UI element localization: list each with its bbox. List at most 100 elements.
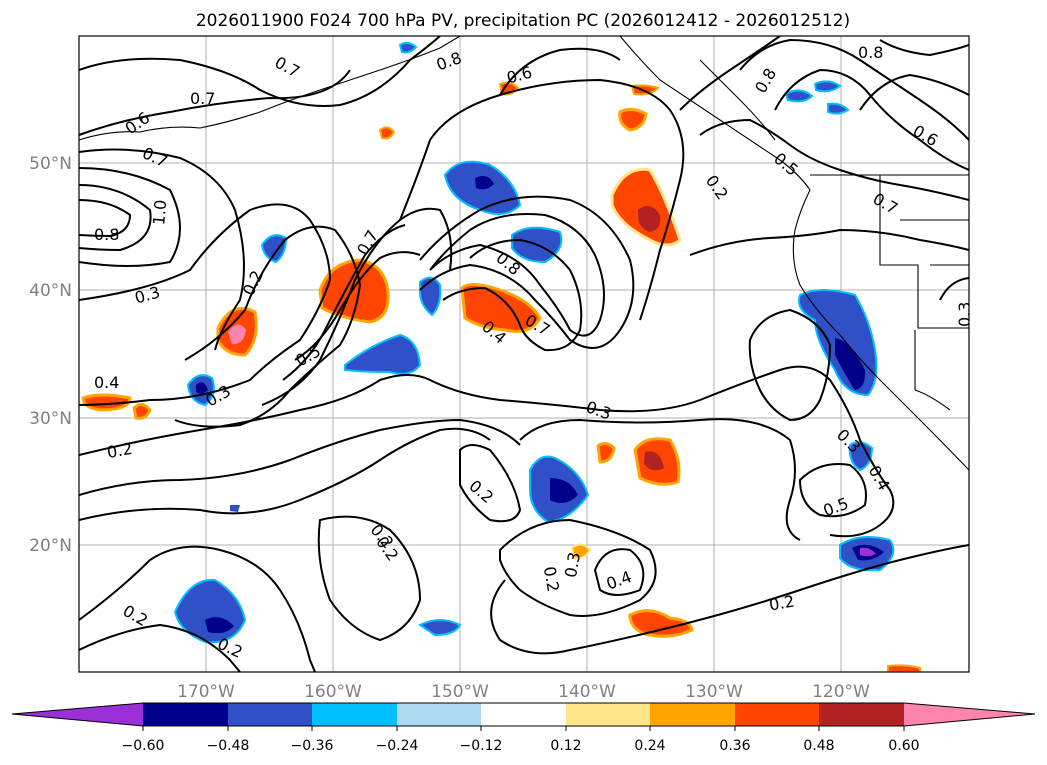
- precip-positive: [628, 609, 694, 638]
- state-borders: [914, 330, 951, 411]
- precip-negative: [344, 333, 422, 375]
- precip-negative: [860, 547, 876, 557]
- pv-contour: [174, 225, 362, 428]
- pv-contour: [798, 463, 867, 518]
- pv-contour: [79, 69, 351, 136]
- precip-negative: [260, 234, 288, 264]
- state-borders: [879, 175, 969, 329]
- lon-tick-label: 150°W: [431, 682, 489, 702]
- lat-tick-label: 40°N: [29, 281, 72, 301]
- contour-label: 0.8: [94, 225, 119, 244]
- pv-contour: [689, 228, 969, 256]
- pv-contour: [490, 544, 969, 655]
- precip-negative: [230, 505, 240, 512]
- lat-tick-labels: 50°N 40°N 30°N 20°N: [29, 154, 72, 556]
- precip-positive: [618, 107, 648, 132]
- colorbar-tick-label: −0.12: [460, 738, 503, 754]
- lon-tick-label: 130°W: [685, 682, 743, 702]
- contour-label: 0.2: [106, 439, 134, 462]
- colorbar-extend-low: [12, 703, 143, 726]
- colorbar-tick-label: −0.36: [291, 738, 334, 754]
- pv-contour: [79, 365, 895, 538]
- lon-tick-labels: 170°W 160°W 150°W 140°W 130°W 120°W: [177, 682, 870, 702]
- pv-contour: [679, 36, 781, 111]
- pv-contour: [79, 545, 316, 672]
- contour-label: 0.2: [540, 565, 563, 593]
- colorbar-tick-label: −0.48: [207, 738, 250, 754]
- colorbar-segment: [566, 703, 650, 726]
- colorbar-segment: [312, 703, 397, 726]
- pv-contour: [79, 623, 241, 672]
- pv-contour: [261, 207, 453, 406]
- contour-label: 0.8: [858, 43, 883, 62]
- lon-tick-label: 140°W: [558, 682, 616, 702]
- lon-tick-label: 160°W: [304, 682, 362, 702]
- pv-contour: [774, 68, 969, 171]
- precip-positive: [228, 324, 246, 345]
- precip-positive: [81, 393, 132, 412]
- map-panel: 0.7 0.8 0.6 0.7 0.6 0.8 0.8 0.6 0.7 1.0 …: [78, 35, 974, 673]
- colorbar-segment: [819, 703, 904, 726]
- precip-negative: [205, 617, 234, 634]
- pv-contour: [79, 199, 132, 238]
- precip-positive: [596, 441, 616, 464]
- lat-tick-label: 20°N: [29, 536, 72, 556]
- precip-positive: [378, 126, 396, 140]
- pv-contour: [739, 38, 969, 141]
- precip-positive: [132, 403, 152, 420]
- colorbar-tick-label: 0.48: [803, 738, 834, 754]
- north-america-coast: [619, 36, 969, 471]
- aleutian-coast: [79, 36, 461, 141]
- colorbar-segment: [397, 703, 481, 726]
- lon-tick-label: 170°W: [177, 682, 235, 702]
- colorbar-tick-label: 0.36: [719, 738, 750, 754]
- pv-contour: [79, 184, 152, 252]
- pv-contour: [294, 251, 421, 361]
- colorbar-tick-labels: −0.60 −0.48 −0.36 −0.24 −0.12 0.12 0.24 …: [122, 738, 920, 754]
- colorbar-tick-label: 0.60: [888, 738, 919, 754]
- pv-contour: [499, 47, 621, 96]
- pv-contour: [429, 213, 605, 337]
- precip-negative: [196, 382, 208, 394]
- colorbar-extend-high: [904, 703, 1035, 726]
- precip-positive: [570, 543, 592, 560]
- colorbar-segment: [228, 703, 312, 726]
- pv-contour: [317, 515, 422, 642]
- pv-contours: [79, 36, 969, 672]
- pv-contour: [79, 427, 491, 521]
- colorbar-segment: [143, 703, 228, 726]
- contour-label: 1.0: [149, 199, 170, 226]
- pv-contour: [699, 118, 969, 201]
- pv-contour: [499, 518, 657, 617]
- precip-positive: [644, 451, 664, 471]
- pv-contour: [419, 195, 635, 349]
- precip-negative: [835, 338, 866, 390]
- pv-contour: [859, 73, 969, 111]
- precip-negative: [398, 41, 418, 54]
- pv-contour: [442, 238, 583, 352]
- precip-positive: [638, 206, 661, 232]
- precip-positive: [460, 283, 542, 333]
- pv-contour: [459, 444, 522, 523]
- colorbar: −0.60 −0.48 −0.36 −0.24 −0.12 0.12 0.24 …: [11, 702, 1036, 754]
- lat-tick-label: 30°N: [29, 409, 72, 429]
- precipitation-shading: [81, 41, 921, 672]
- contour-label: 0.4: [94, 373, 119, 392]
- map-frame: [78, 35, 970, 673]
- colorbar-segment: [735, 703, 819, 726]
- colorbar-segment: [650, 703, 735, 726]
- contour-label: 0.2: [768, 591, 796, 614]
- pv-contour: [748, 308, 832, 422]
- contour-label: 0.7: [190, 89, 215, 108]
- pv-contour: [282, 224, 406, 381]
- contour-label: 0.3: [561, 551, 584, 579]
- colorbar-segment: [481, 703, 566, 726]
- contour-label: 0.3: [955, 302, 974, 327]
- state-borders: [900, 219, 969, 266]
- lon-tick-label: 120°W: [812, 682, 870, 702]
- pv-contour: [79, 167, 181, 267]
- precip-negative: [475, 176, 494, 190]
- colorbar-tick-label: 0.12: [550, 738, 581, 754]
- precip-negative: [784, 89, 814, 103]
